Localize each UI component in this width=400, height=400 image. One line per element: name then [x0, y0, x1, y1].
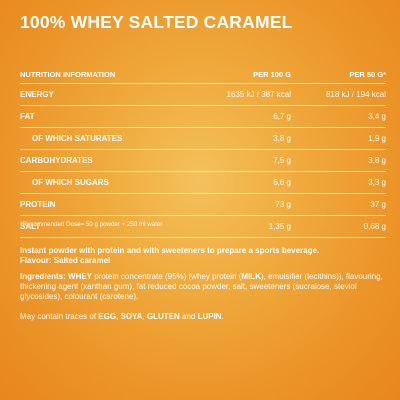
traces-separator: ,: [142, 312, 147, 321]
row-per-50g: 3,8 g: [368, 156, 386, 165]
ingredients-text: ), emulsifier (lecithins)), flavouring, …: [20, 272, 383, 301]
traces-separator: ,: [116, 312, 121, 321]
header-per-50g: PER 50 G*: [349, 70, 386, 79]
ingredients-text: protein concentrate (95%) (whey protein …: [92, 272, 242, 281]
flavour-line: Flavour: Salted caramel: [20, 256, 111, 265]
row-label: ENERGY: [20, 90, 54, 99]
traces-and: and: [179, 312, 198, 321]
row-per-100g: 1635 kJ / 387 kcal: [226, 90, 291, 99]
row-label: OF WHICH SUGARS: [32, 178, 109, 187]
traces-suffix: .: [221, 312, 224, 321]
nutrition-table-header: NUTRITION INFORMATION PER 100 G PER 50 G…: [20, 66, 386, 84]
traces-prefix: May contain traces of: [20, 312, 99, 321]
row-label: CARBOHYDRATES: [20, 156, 93, 165]
allergen-traces: May contain traces of EGG, SOYA, GLUTEN …: [20, 312, 390, 322]
allergen-milk: MILK: [241, 272, 261, 281]
product-description: Instant powder with protein and with swe…: [20, 246, 390, 266]
table-row-salt: SALT 1,35 g 0,68 g: [20, 216, 386, 238]
row-per-100g: 3,8 g: [273, 134, 291, 143]
header-nutrition-information: NUTRITION INFORMATION: [20, 70, 116, 79]
row-label: FAT: [20, 112, 35, 121]
row-per-100g: 73 g: [275, 200, 291, 209]
allergen-gluten: GLUTEN: [146, 312, 180, 321]
row-per-50g: 37 g: [370, 200, 386, 209]
row-per-100g: 7,5 g: [273, 156, 291, 165]
product-title: 100% WHEY SALTED CARAMEL: [20, 12, 293, 32]
row-per-100g: 6,6 g: [273, 178, 291, 187]
row-per-100g: 1,35 g: [268, 222, 291, 231]
ingredients-paragraph: Ingredients: WHEY protein concentrate (9…: [20, 272, 388, 302]
row-label: PROTEIN: [20, 200, 56, 209]
row-per-50g: 3,3 g: [368, 178, 386, 187]
header-per-100g: PER 100 G: [253, 70, 291, 79]
ingredients-label: Ingredients:: [20, 272, 66, 281]
allergen-whey: WHEY: [68, 272, 93, 281]
description-line: Instant powder with protein and with swe…: [20, 246, 320, 255]
row-label: OF WHICH SATURATES: [32, 134, 123, 143]
nutrition-table: NUTRITION INFORMATION PER 100 G PER 50 G…: [20, 66, 386, 238]
row-per-50g: 818 kJ / 194 kcal: [325, 90, 386, 99]
row-per-50g: 1,9 g: [368, 134, 386, 143]
recommended-dose-footnote: *Recommended Dose= 50 g powder + 250 ml …: [20, 221, 163, 228]
row-per-100g: 6,7 g: [273, 112, 291, 121]
table-row-carbohydrates: CARBOHYDRATES 7,5 g 3,8 g: [20, 150, 386, 172]
allergen-egg: EGG: [98, 312, 117, 321]
row-per-50g: 3,4 g: [368, 112, 386, 121]
table-row-fat: FAT 6,7 g 3,4 g: [20, 106, 386, 128]
allergen-lupin: LUPIN: [197, 312, 222, 321]
row-label: SALT: [20, 222, 41, 231]
table-row-saturates: OF WHICH SATURATES 3,8 g 1,9 g: [20, 128, 386, 150]
allergen-soya: SOYA: [120, 312, 143, 321]
table-row-energy: ENERGY 1635 kJ / 387 kcal 818 kJ / 194 k…: [20, 84, 386, 106]
table-row-protein: PROTEIN 73 g 37 g: [20, 194, 386, 216]
table-row-sugars: OF WHICH SUGARS 6,6 g 3,3 g: [20, 172, 386, 194]
row-per-50g: 0,68 g: [363, 222, 386, 231]
